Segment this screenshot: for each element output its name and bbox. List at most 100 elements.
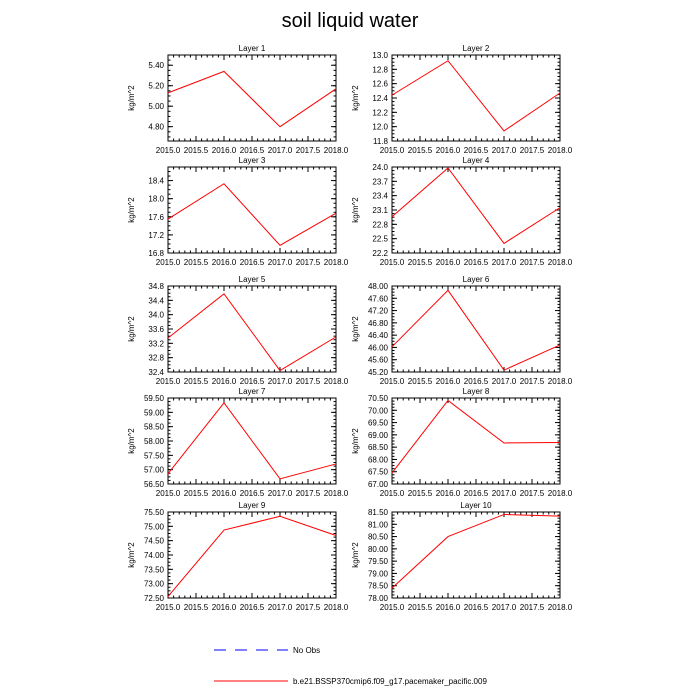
y-tick-label: 23.4 — [372, 192, 388, 201]
x-tick-label: 2017.5 — [520, 377, 545, 386]
y-tick-label: 5.20 — [148, 82, 164, 91]
x-tick-label: 2017.0 — [492, 258, 517, 267]
y-tick-label: 78.00 — [368, 594, 389, 603]
x-tick-label: 2016.5 — [240, 377, 265, 386]
y-tick-label: 56.50 — [144, 480, 165, 489]
x-tick-label: 2017.5 — [520, 489, 545, 498]
series-line — [167, 183, 337, 246]
x-tick-label: 2015.5 — [184, 489, 209, 498]
series-line — [391, 60, 561, 132]
x-tick-label: 2016.5 — [240, 258, 265, 267]
y-tick-label: 74.00 — [144, 551, 165, 560]
y-tick-label: 80.50 — [368, 533, 389, 542]
y-tick-label: 32.8 — [148, 354, 164, 363]
x-tick-label: 2017.0 — [492, 377, 517, 386]
x-tick-label: 2015.0 — [156, 377, 181, 386]
x-tick-label: 2015.5 — [184, 377, 209, 386]
x-tick-label: 2016.0 — [212, 489, 237, 498]
x-tick-label: 2017.0 — [268, 146, 293, 155]
x-tick-label: 2015.0 — [156, 489, 181, 498]
panel-title: Layer 5 — [239, 275, 266, 284]
x-tick-label: 2016.0 — [436, 146, 461, 155]
y-tick-label: 57.00 — [144, 466, 165, 475]
y-tick-label: 69.00 — [368, 431, 389, 440]
x-tick-label: 2017.5 — [520, 258, 545, 267]
plot-frame — [391, 511, 561, 599]
panel-title: Layer 6 — [463, 275, 490, 284]
y-tick-label: 73.00 — [144, 580, 165, 589]
y-tick-label: 45.60 — [368, 356, 389, 365]
plot-frame — [167, 166, 337, 254]
y-tick-label: 22.2 — [372, 249, 388, 258]
y-tick-label: 73.50 — [144, 565, 165, 574]
y-tick-label: 22.8 — [372, 220, 388, 229]
legend-label-no-obs: No Obs — [293, 646, 320, 655]
x-tick-label: 2018.0 — [548, 377, 573, 386]
series-line — [391, 167, 561, 245]
figure-title: soil liquid water — [282, 10, 419, 32]
y-tick-label: 34.0 — [148, 311, 164, 320]
x-tick-label: 2017.0 — [268, 258, 293, 267]
y-tick-label: 70.50 — [368, 394, 389, 403]
x-tick-label: 2018.0 — [548, 258, 573, 267]
x-tick-label: 2016.5 — [464, 258, 489, 267]
y-axis-label: kg/m^2 — [351, 428, 360, 454]
x-tick-label: 2017.5 — [296, 146, 321, 155]
panel-title: Layer 10 — [460, 501, 492, 510]
x-tick-label: 2015.5 — [408, 146, 433, 155]
plot-frame — [391, 285, 561, 373]
y-tick-label: 4.80 — [148, 123, 164, 132]
x-tick-label: 2016.5 — [240, 603, 265, 612]
y-tick-label: 79.50 — [368, 557, 389, 566]
y-tick-label: 81.50 — [368, 508, 389, 517]
plot-frame — [391, 54, 561, 142]
x-tick-label: 2017.0 — [492, 489, 517, 498]
x-tick-label: 2017.0 — [268, 489, 293, 498]
plot-frame — [391, 166, 561, 254]
x-tick-label: 2017.5 — [520, 146, 545, 155]
y-tick-label: 5.40 — [148, 61, 164, 70]
y-tick-label: 45.20 — [368, 368, 389, 377]
y-tick-label: 18.0 — [148, 195, 164, 204]
series-line — [391, 399, 561, 474]
x-tick-label: 2016.5 — [464, 489, 489, 498]
x-tick-label: 2018.0 — [324, 146, 349, 155]
x-tick-label: 2016.0 — [212, 258, 237, 267]
series-line — [391, 289, 561, 371]
y-tick-label: 12.8 — [372, 65, 388, 74]
y-tick-label: 68.50 — [368, 443, 389, 452]
y-tick-label: 58.50 — [144, 423, 165, 432]
y-tick-label: 18.4 — [148, 177, 164, 186]
y-tick-label: 74.50 — [144, 537, 165, 546]
y-axis-label: kg/m^2 — [351, 542, 360, 568]
y-tick-label: 33.2 — [148, 339, 164, 348]
x-tick-label: 2018.0 — [324, 603, 349, 612]
x-tick-label: 2017.0 — [268, 377, 293, 386]
y-tick-label: 16.8 — [148, 249, 164, 258]
y-tick-label: 12.0 — [372, 123, 388, 132]
y-tick-label: 69.50 — [368, 419, 389, 428]
plot-frame — [167, 285, 337, 373]
y-axis-label: kg/m^2 — [127, 197, 136, 223]
y-tick-label: 22.5 — [372, 235, 388, 244]
y-axis-label: kg/m^2 — [127, 316, 136, 342]
y-tick-label: 75.50 — [144, 508, 165, 517]
x-tick-label: 2017.5 — [520, 603, 545, 612]
x-tick-label: 2015.5 — [408, 377, 433, 386]
y-tick-label: 68.00 — [368, 455, 389, 464]
x-tick-label: 2016.5 — [464, 603, 489, 612]
y-tick-label: 5.00 — [148, 102, 164, 111]
x-tick-label: 2015.5 — [184, 603, 209, 612]
panel-title: Layer 4 — [463, 156, 490, 165]
y-tick-label: 11.8 — [373, 137, 389, 146]
y-axis-label: kg/m^2 — [351, 197, 360, 223]
panel-title: Layer 3 — [239, 156, 266, 165]
x-tick-label: 2015.0 — [156, 258, 181, 267]
